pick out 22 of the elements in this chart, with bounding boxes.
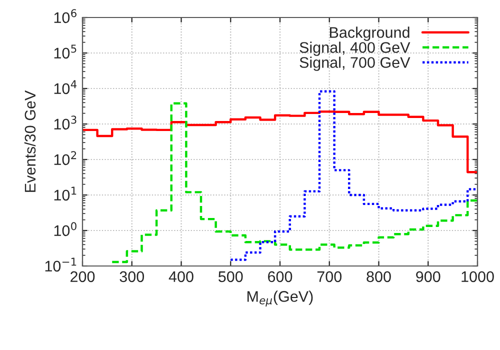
y-tick-label: 10$^{2}$ xyxy=(54,151,76,166)
x-tick-label: 800 xyxy=(366,271,391,282)
legend-label: Signal, 700 GeV xyxy=(300,56,410,71)
y-tick-label: 10$^{5}$ xyxy=(54,44,76,59)
y-tick-label: 10$^{0}$ xyxy=(54,222,76,236)
y-tick-label: 10$^{4}$ xyxy=(54,80,77,94)
x-tick-label: 200 xyxy=(70,271,95,282)
y-tick-label: 10$^{−1}$ xyxy=(45,258,76,272)
x-tick-label: 700 xyxy=(317,271,342,282)
y-axis-title: Events/30 GeV xyxy=(24,90,36,192)
y-tick-label: 10$^{6}$ xyxy=(54,9,76,24)
x-tick-label: 1000 xyxy=(462,271,494,282)
x-tick-label: 900 xyxy=(416,271,440,282)
x-tick-label: 300 xyxy=(120,271,144,282)
y-tick-label: 10$^{1}$ xyxy=(54,186,76,201)
x-tick-label: 400 xyxy=(168,271,194,282)
legend-label: Signal, 400 GeV xyxy=(300,42,410,56)
x-tick-label: 500 xyxy=(218,271,243,282)
x-axis-title: M$_{eμ}$(GeV) xyxy=(247,290,313,306)
x-tick-label: 600 xyxy=(268,271,292,282)
y-tick-label: 10$^{3}$ xyxy=(54,116,76,130)
legend-label: Background xyxy=(330,26,410,41)
